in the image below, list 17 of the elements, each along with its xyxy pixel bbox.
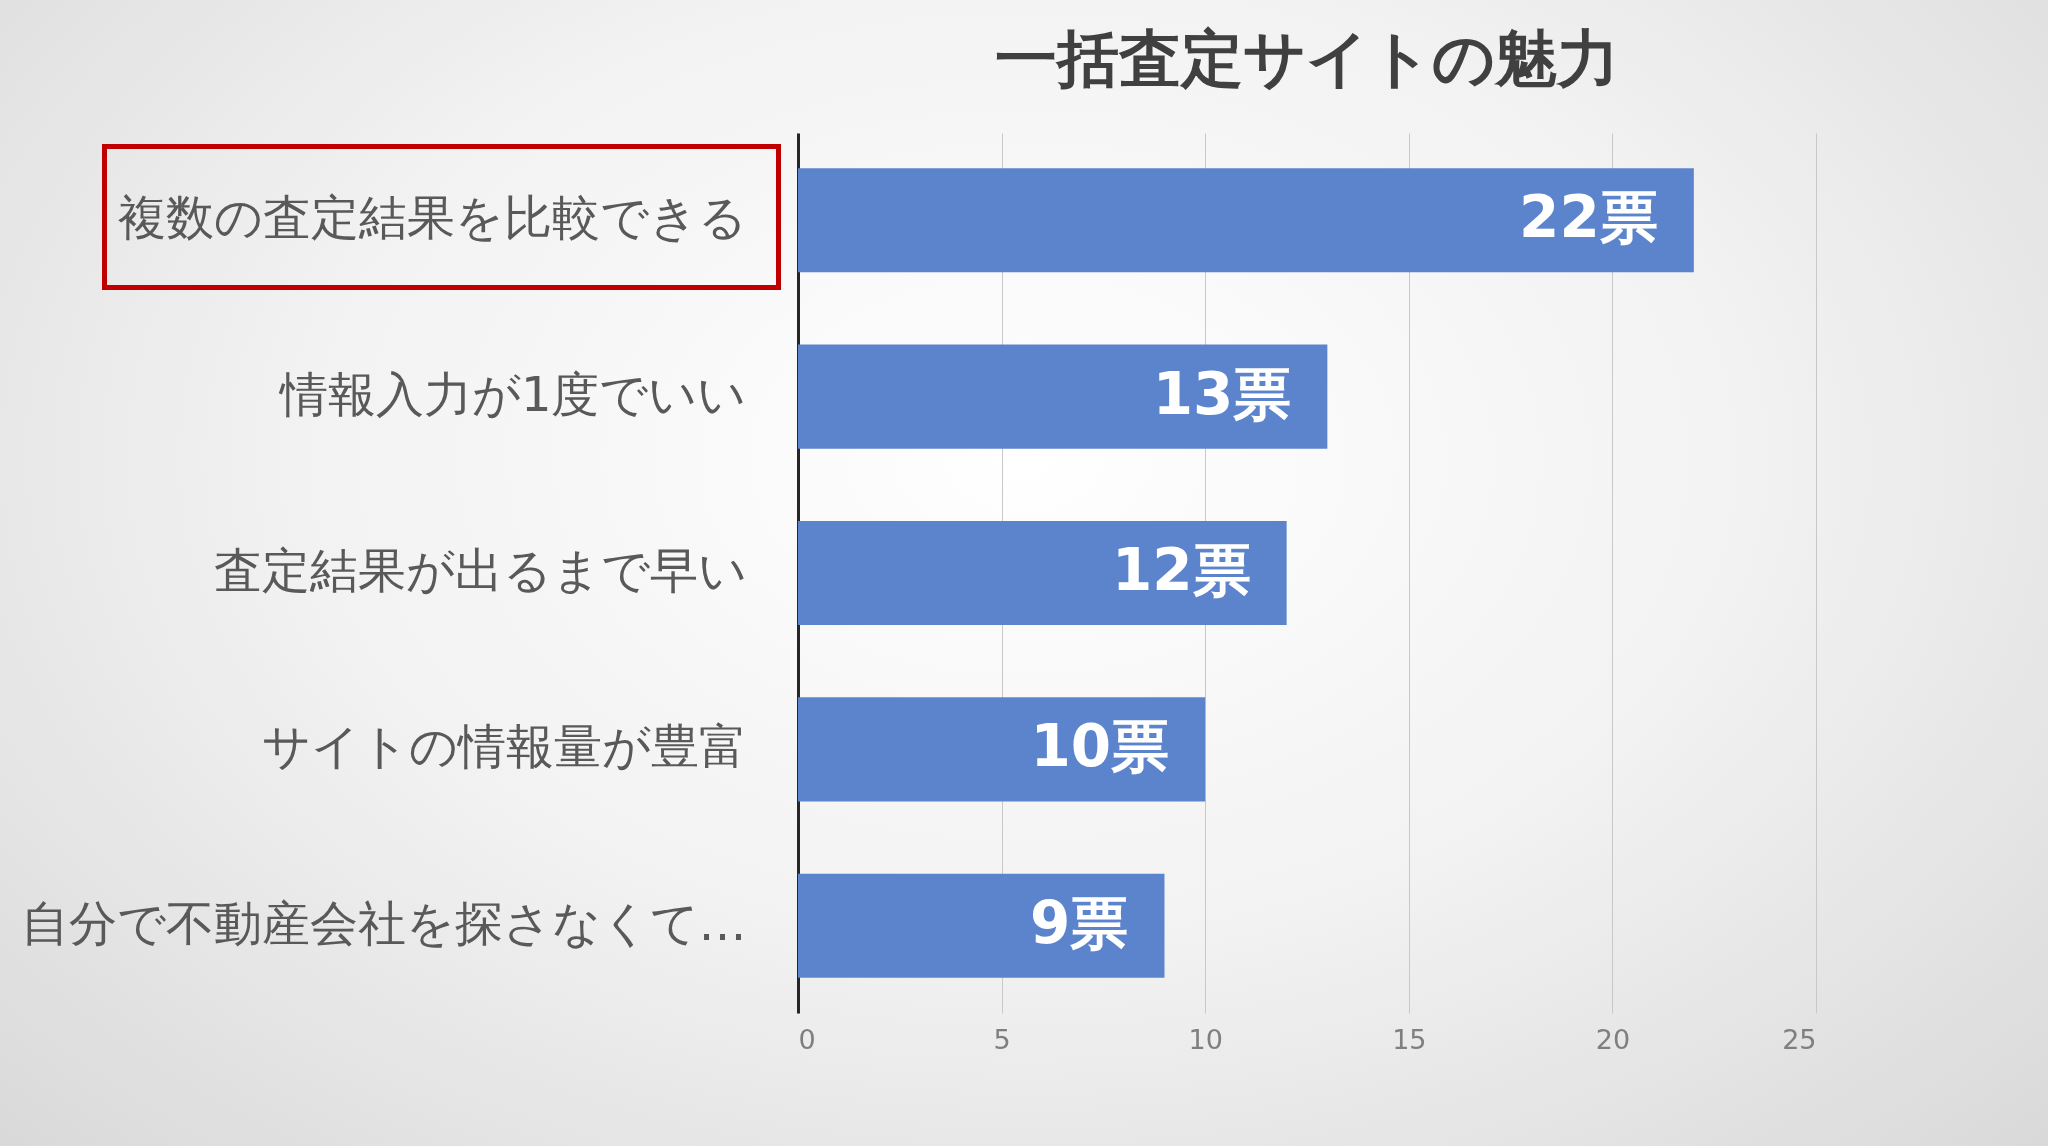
chart-title: 一括査定サイトの魅力 (995, 22, 1619, 95)
x-tick-label: 15 (1392, 1023, 1427, 1055)
x-tick-label: 25 (1782, 1023, 1817, 1055)
data-label: 13票 (1152, 359, 1292, 428)
x-tick-label: 10 (1188, 1023, 1223, 1055)
y-tick-label: 査定結果が出るまで早い (213, 542, 747, 598)
y-tick-label: 情報入力が1度でいい (277, 365, 747, 422)
y-tick-label: 自分で不動産会社を探さなくて… (20, 894, 747, 951)
x-tick-label: 5 (993, 1023, 1011, 1055)
y-tick-label: 複数の査定結果を比較できる (117, 189, 747, 246)
data-label: 9票 (1030, 888, 1129, 957)
data-label: 22票 (1519, 183, 1658, 252)
data-label: 10票 (1030, 712, 1170, 781)
y-tick-label: サイトの情報量が豊富 (261, 718, 747, 775)
x-tick-label: 20 (1595, 1023, 1631, 1055)
x-tick-label: 0 (798, 1023, 816, 1055)
data-label: 12票 (1111, 536, 1251, 604)
